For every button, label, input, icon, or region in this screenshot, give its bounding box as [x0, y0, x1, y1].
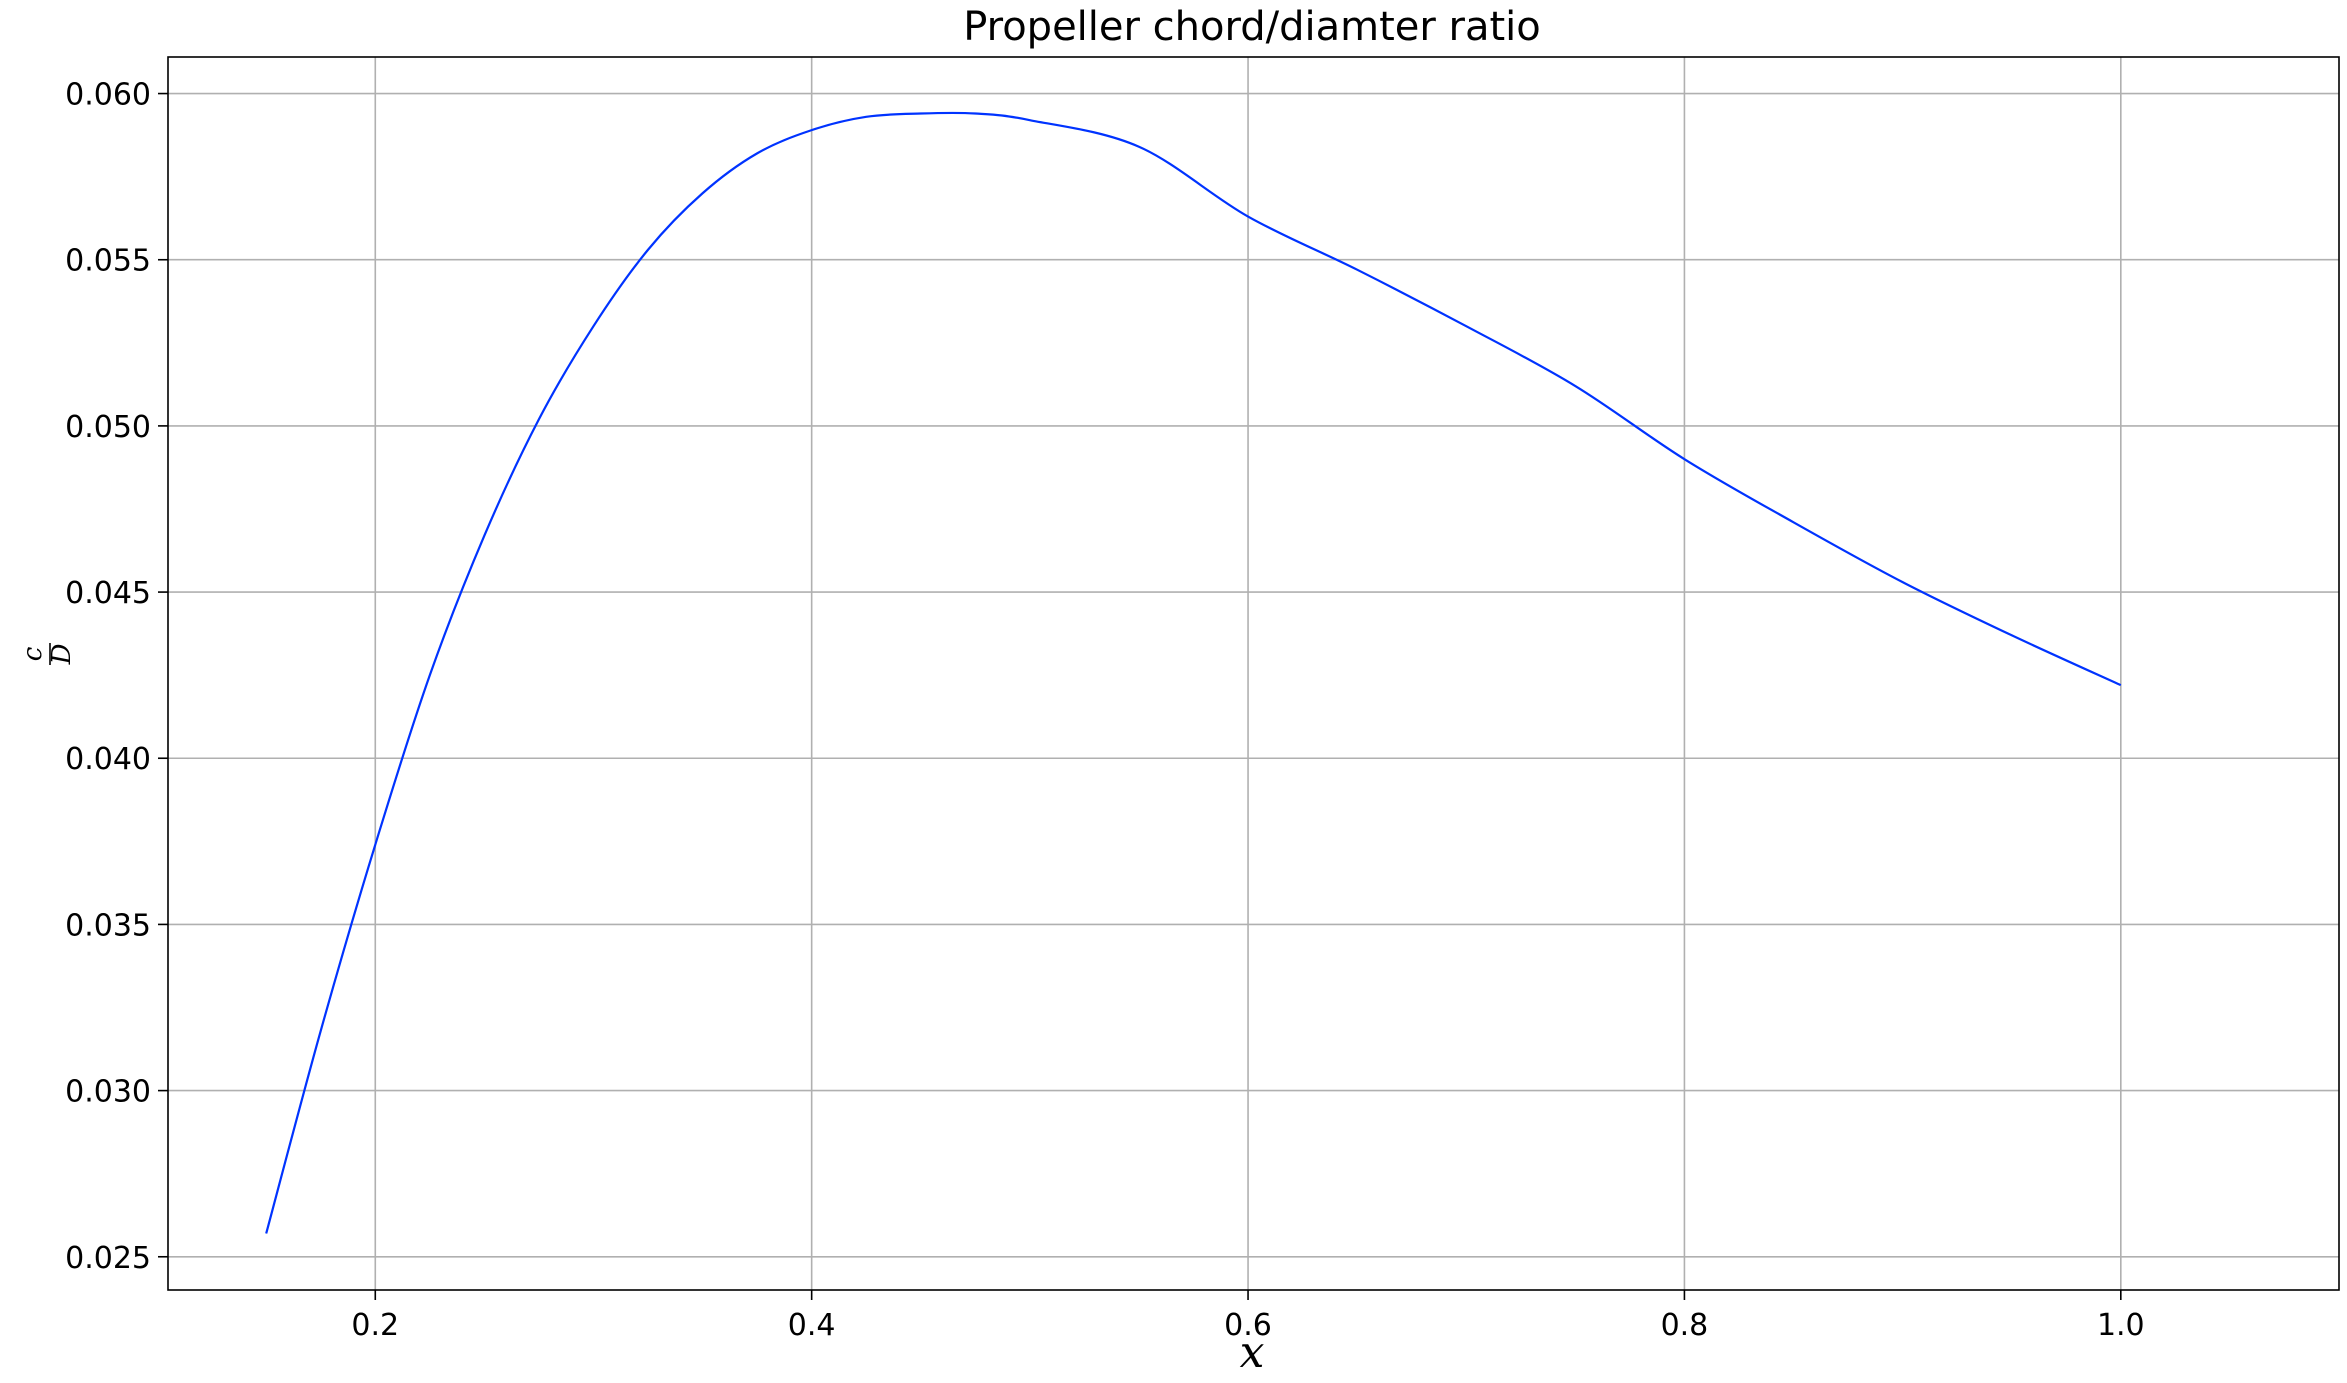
x-tick-label: 0.8	[1661, 1308, 1709, 1343]
y-tick-label: 0.040	[65, 742, 151, 777]
y-axis-label: c D	[18, 643, 77, 665]
y-axis-label-numerator: c	[18, 646, 48, 661]
x-axis-label: x	[1240, 1327, 1265, 1378]
chart-title: Propeller chord/diamter ratio	[963, 4, 1541, 50]
y-tick-label: 0.045	[65, 576, 151, 611]
grid	[168, 57, 2339, 1290]
x-tick-label: 0.6	[1224, 1308, 1272, 1343]
y-tick-label: 0.030	[65, 1075, 151, 1110]
x-tick-label: 0.4	[788, 1308, 836, 1343]
series-line	[265, 111, 2122, 1234]
series-layer	[265, 111, 2122, 1234]
y-tick-label: 0.055	[65, 244, 151, 279]
y-tick-label: 0.050	[65, 410, 151, 445]
x-tick-label: 1.0	[2097, 1308, 2145, 1343]
axes-frame	[167, 56, 2340, 1291]
y-tick-label: 0.035	[65, 908, 151, 943]
x-tick-label: 0.2	[351, 1308, 399, 1343]
ticks: 0.2 0.4 0.6 0.8 1.0 0.025 0.030 0.035 0.040 0.045…	[65, 78, 2145, 1343]
y-tick-label: 0.025	[65, 1241, 151, 1276]
y-tick-label: 0.060	[65, 78, 151, 113]
y-axis-label-denominator: D	[47, 643, 77, 665]
